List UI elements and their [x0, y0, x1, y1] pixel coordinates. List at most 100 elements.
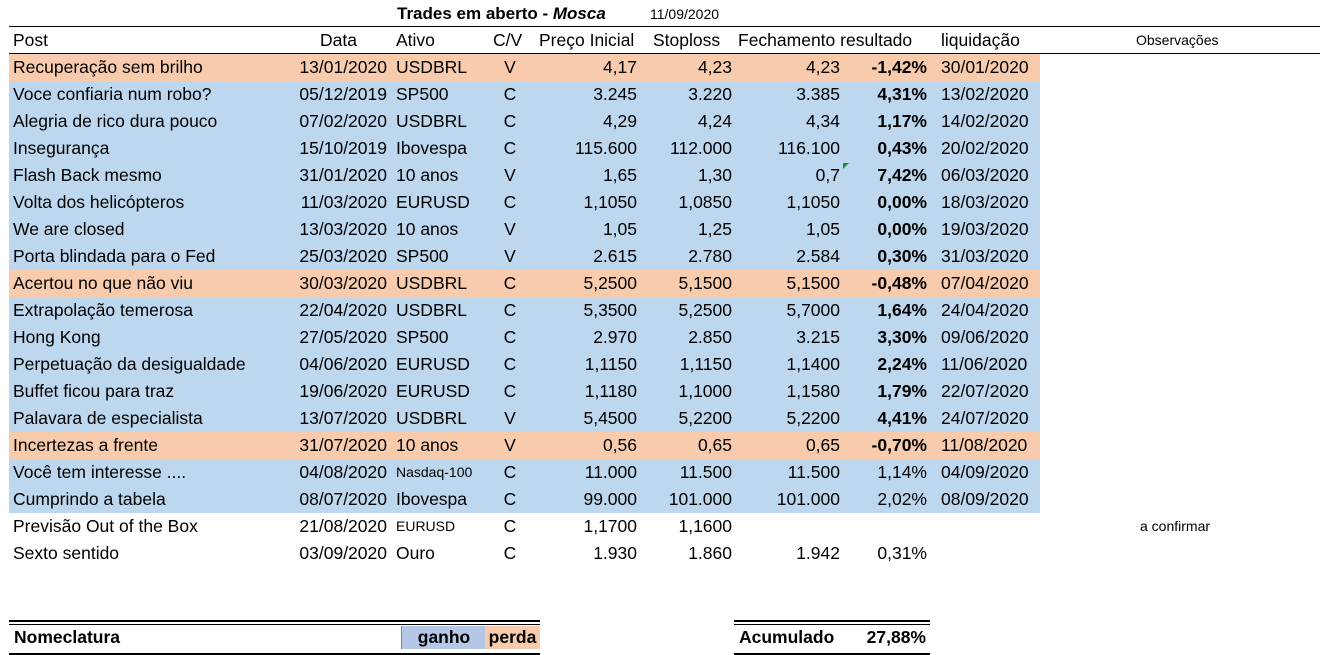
cell-stoploss: 1.860: [688, 543, 732, 563]
cell-data: 03/09/2020: [299, 543, 387, 563]
header-fechamento: Fechamento resultado: [738, 30, 913, 50]
header-stop: Stoploss: [653, 30, 721, 50]
cell-preco: 5,4500: [583, 408, 637, 428]
cell-cv: V: [504, 435, 516, 455]
table-row: Insegurança 15/10/2019 Ibovespa C 115.600 112…: [0, 135, 1326, 162]
cell-fechamento: 11.500: [787, 462, 840, 482]
cell-fechamento: 2.584: [796, 246, 840, 266]
cell-fechamento: 0,7: [815, 165, 840, 185]
cell-resultado: 4,41%: [877, 408, 927, 428]
cell-resultado: 0,31%: [877, 543, 927, 563]
cell-data: 11/03/2020: [300, 192, 387, 212]
cell-data: 22/04/2020: [299, 300, 387, 320]
cell-ativo: Ibovespa: [396, 489, 468, 509]
cell-fechamento: 4,34: [805, 111, 840, 131]
cell-data: 04/06/2020: [299, 354, 387, 374]
cell-liquidacao: 07/04/2020: [941, 273, 1029, 293]
cell-stoploss: 1,1150: [679, 354, 732, 374]
cell-ativo: USDBRL: [396, 273, 467, 293]
cell-data: 05/12/2019: [299, 84, 387, 104]
cell-preco: 5,3500: [583, 300, 637, 320]
cell-preco: 1,1180: [584, 381, 637, 401]
cell-preco: 4,17: [602, 57, 637, 77]
title-text: Trades em aberto - Mosca: [397, 4, 606, 23]
cell-data: 31/01/2020: [299, 165, 387, 185]
cell-cv: V: [504, 165, 516, 185]
cell-cv: C: [503, 354, 517, 374]
cell-ativo: Nasdaq-100: [396, 464, 473, 480]
legend-box: Nomeclatura ganho perda: [9, 620, 540, 655]
cell-resultado: 3,30%: [877, 327, 927, 347]
header-cv: C/V: [493, 30, 523, 50]
cell-resultado: 2,24%: [877, 354, 927, 374]
cell-ativo: SP500: [396, 84, 449, 104]
cell-ativo: EURUSD: [396, 192, 470, 212]
gain-row-fill: [9, 243, 1040, 270]
cell-preco: 1,1150: [584, 354, 637, 374]
cell-post: Cumprindo a tabela: [13, 489, 166, 509]
cell-post: We are closed: [13, 219, 125, 239]
header-row: Post Data Ativo C/V Preço Inicial Stoplo…: [0, 27, 1326, 54]
cell-post: Insegurança: [13, 138, 110, 158]
cell-resultado: -0,70%: [871, 435, 927, 455]
cell-cv: C: [503, 462, 517, 482]
accumulated-label: Acumulado: [739, 627, 835, 647]
cell-preco: 11.000: [584, 462, 637, 482]
header-data: Data: [320, 30, 357, 50]
cell-resultado: 0,00%: [877, 219, 927, 239]
cell-fechamento: 3.215: [796, 327, 840, 347]
cell-fechamento: 116.100: [778, 138, 840, 158]
gain-row-fill: [9, 216, 1040, 243]
gain-row-fill: [9, 486, 1040, 513]
cell-resultado: -0,48%: [871, 273, 927, 293]
table-row: We are closed 13/03/2020 10 anos V 1,05 1,25 1…: [0, 216, 1326, 243]
cell-cv: V: [504, 219, 516, 239]
cell-ativo: Ouro: [396, 543, 435, 563]
cell-cv: C: [503, 138, 517, 158]
table-row: Recuperação sem brilho 13/01/2020 USDBRL V 4…: [0, 54, 1326, 81]
cell-resultado: 1,17%: [877, 111, 927, 131]
cell-ativo: EURUSD: [396, 518, 456, 534]
cell-liquidacao: 19/03/2020: [941, 219, 1029, 239]
gain-row-fill: [9, 405, 1040, 432]
cell-stoploss: 1,30: [697, 165, 732, 185]
cell-resultado: 2,02%: [877, 489, 927, 509]
cell-preco: 0,56: [602, 435, 637, 455]
cell-stoploss: 5,1500: [678, 273, 732, 293]
table-row: Previsão Out of the Box 21/08/2020 EURUSD C…: [0, 513, 1326, 540]
cell-fechamento: 5,1500: [786, 273, 840, 293]
cell-resultado: 0,30%: [877, 246, 927, 266]
header-post: Post: [13, 30, 49, 50]
cell-cv: V: [504, 246, 516, 266]
cell-observacoes: a confirmar: [1140, 518, 1211, 534]
gain-row-fill: [9, 297, 1040, 324]
cell-resultado: 0,00%: [877, 192, 927, 212]
cell-post: Acertou no que não viu: [13, 273, 193, 293]
comment-indicator-icon[interactable]: [843, 163, 849, 169]
cell-data: 08/07/2020: [299, 489, 387, 509]
cell-post: Extrapolação temerosa: [13, 300, 193, 320]
table-row: Você tem interesse .... 04/08/2020 Nasdaq-…: [0, 459, 1326, 486]
cell-cv: C: [503, 381, 517, 401]
cell-data: 13/03/2020: [299, 219, 387, 239]
table-row: Palavara de especialista 13/07/2020 USDBRL…: [0, 405, 1326, 432]
cell-stoploss: 1,1600: [678, 516, 732, 536]
cell-resultado: 4,31%: [877, 84, 927, 104]
cell-ativo: USDBRL: [396, 57, 467, 77]
gain-row-fill: [9, 378, 1040, 405]
header-bottom-border: [9, 53, 1320, 54]
cell-liquidacao: 04/09/2020: [941, 462, 1029, 482]
table-row: Voce confiaria num robo? 05/12/2019 SP500 C…: [0, 81, 1326, 108]
cell-preco: 5,2500: [583, 273, 637, 293]
cell-fechamento: 1,1050: [786, 192, 840, 212]
gain-row-fill: [9, 459, 1040, 486]
cell-post: Previsão Out of the Box: [13, 516, 198, 536]
cell-ativo: 10 anos: [396, 165, 459, 185]
cell-cv: C: [503, 84, 517, 104]
cell-data: 30/03/2020: [299, 273, 387, 293]
cell-resultado: -1,42%: [871, 57, 927, 77]
cell-liquidacao: 08/09/2020: [941, 489, 1029, 509]
cell-liquidacao: 31/03/2020: [941, 246, 1029, 266]
cell-cv: C: [503, 111, 517, 131]
sheet-title: Trades em aberto - Mosca 11/09/2020: [0, 4, 1326, 24]
